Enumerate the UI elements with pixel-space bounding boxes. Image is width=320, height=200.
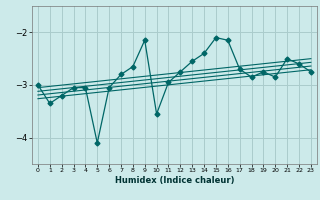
X-axis label: Humidex (Indice chaleur): Humidex (Indice chaleur) [115, 176, 234, 185]
